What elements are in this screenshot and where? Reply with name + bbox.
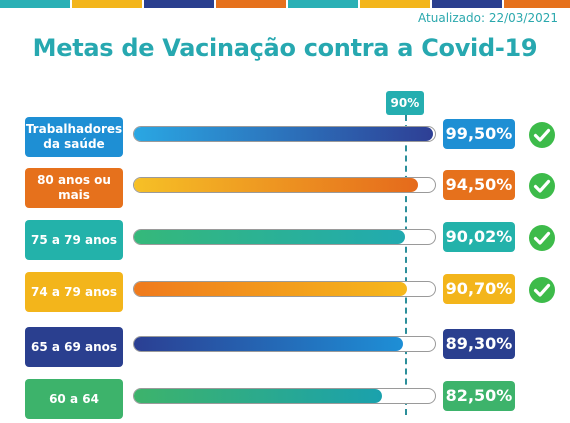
category-label: 65 a 69 anos — [25, 327, 123, 367]
value-label: 90,02% — [443, 222, 515, 252]
bar-row: Trabalhadores da saúde 99,50% — [0, 117, 570, 161]
updated-date: Atualizado: 22/03/2021 — [418, 11, 558, 25]
bar-track — [133, 126, 436, 142]
strip-segment — [216, 0, 286, 8]
category-label: 74 a 79 anos — [25, 272, 123, 312]
check-icon — [529, 225, 555, 251]
reference-line — [404, 115, 407, 415]
bar-row: 74 a 79 anos 90,70% — [0, 272, 570, 316]
chart-title: Metas de Vacinação contra a Covid-19 — [32, 34, 538, 62]
strip-segment — [288, 0, 358, 8]
category-label: 75 a 79 anos — [25, 220, 123, 260]
strip-segment — [432, 0, 502, 8]
strip-segment — [0, 0, 70, 8]
value-label: 90,70% — [443, 274, 515, 304]
bar-track — [133, 281, 436, 297]
bar-fill — [134, 178, 419, 192]
check-icon — [529, 277, 555, 303]
bar-fill — [134, 127, 434, 141]
bar-row: 65 a 69 anos 89,30% — [0, 327, 570, 371]
bar-fill — [134, 389, 383, 403]
value-label: 82,50% — [443, 381, 515, 411]
strip-segment — [504, 0, 570, 8]
check-icon — [529, 173, 555, 199]
bar-track — [133, 336, 436, 352]
check-icon — [529, 122, 555, 148]
bar-track — [133, 388, 436, 404]
bar-fill — [134, 337, 403, 351]
category-label: 80 anos ou mais — [25, 168, 123, 208]
strip-segment — [144, 0, 214, 8]
category-label: 60 a 64 — [25, 379, 123, 419]
value-label: 99,50% — [443, 119, 515, 149]
category-label: Trabalhadores da saúde — [25, 117, 123, 157]
strip-segment — [360, 0, 430, 8]
value-label: 89,30% — [443, 329, 515, 359]
bar-fill — [134, 230, 405, 244]
bar-track — [133, 177, 436, 193]
strip-segment — [72, 0, 142, 8]
bar-fill — [134, 282, 407, 296]
bar-row: 80 anos ou mais 94,50% — [0, 168, 570, 212]
top-decorative-strip — [0, 0, 570, 8]
bar-row: 75 a 79 anos 90,02% — [0, 220, 570, 264]
value-label: 94,50% — [443, 170, 515, 200]
reference-label: 90% — [385, 91, 424, 115]
bar-track — [133, 229, 436, 245]
bar-row: 60 a 64 82,50% — [0, 379, 570, 423]
